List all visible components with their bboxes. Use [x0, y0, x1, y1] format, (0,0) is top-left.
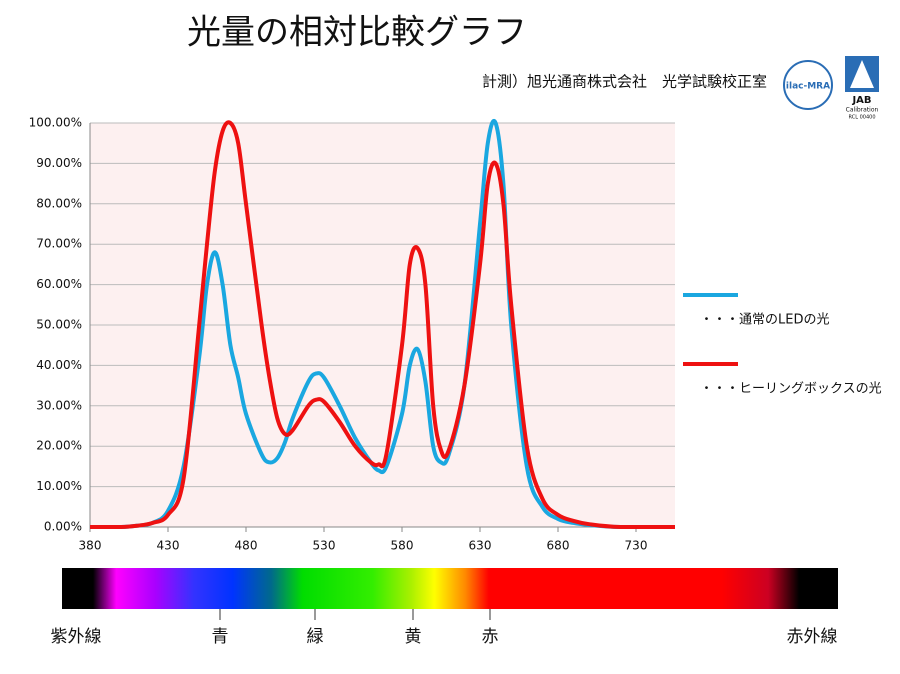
logo-text: ilac-MRA — [786, 82, 830, 92]
logo-text: RCL 00400 — [849, 115, 876, 121]
y-tick-label: 70.00% — [36, 237, 82, 251]
y-tick-label: 20.00% — [36, 439, 82, 453]
y-tick-label: 100.00% — [29, 116, 82, 130]
jab-logo: JAB Calibration RCL 00400 — [845, 56, 879, 121]
x-tick-label: 530 — [313, 539, 336, 553]
plot-area: 0.00% 10.00% 20.00% 30.00% 40.00% 50.00% 60.00… — [29, 116, 675, 553]
chart-title: 光量の相対比較グラフ — [187, 13, 527, 53]
spectrum-label: 赤外線 — [787, 627, 838, 647]
spectrum-label: 緑 — [307, 627, 324, 647]
y-tick-label: 0.00% — [44, 520, 82, 534]
x-tick-label: 680 — [547, 539, 570, 553]
spectrum-label: 黄 — [405, 627, 422, 647]
y-tick-label: 50.00% — [36, 318, 82, 332]
logo-text: JAB — [851, 95, 871, 106]
y-tick-label: 40.00% — [36, 358, 82, 372]
series-line — [90, 120, 675, 529]
logo-mark — [850, 60, 874, 88]
y-tick-label: 90.00% — [36, 156, 82, 170]
subtitle: 計測）旭光通商株式会社 光学試験校正室 — [482, 73, 767, 91]
logo-ring — [783, 60, 833, 110]
spectrum-bar — [62, 568, 838, 609]
x-tick-label: 630 — [469, 539, 492, 553]
y-tick-label: 30.00% — [36, 398, 82, 412]
x-tick-label: 380 — [79, 539, 102, 553]
spectrum-label: 青 — [212, 627, 229, 647]
x-tick-label: 430 — [157, 539, 180, 553]
x-tick-label: 580 — [391, 539, 414, 553]
y-tick-label: 80.00% — [36, 196, 82, 210]
y-tick-label: 60.00% — [36, 277, 82, 291]
logo-text: Calibration — [846, 107, 879, 114]
legend-label: ・・・ヒーリングボックスの光 — [700, 382, 882, 397]
spectrum-ticks — [219, 609, 491, 620]
x-tick-label: 480 — [235, 539, 258, 553]
legend-label: ・・・通常のLEDの光 — [700, 313, 829, 328]
spectrum-label: 赤 — [482, 627, 499, 647]
y-tick-label: 10.00% — [36, 479, 82, 493]
x-tick-label: 730 — [625, 539, 648, 553]
spectrum-label: 紫外線 — [51, 627, 102, 647]
ilac-logo: ilac-MRA — [783, 60, 833, 110]
